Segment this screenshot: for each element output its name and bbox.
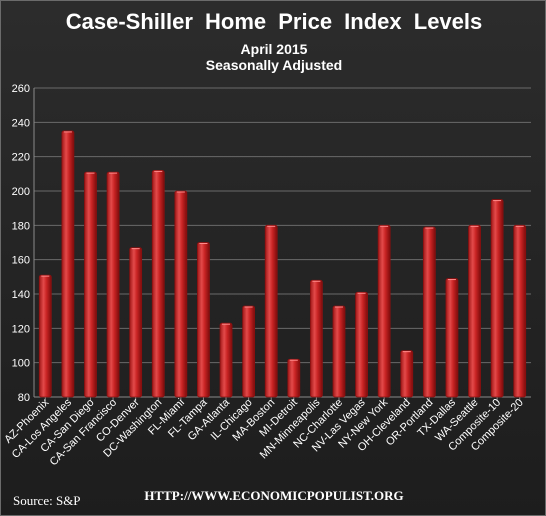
bar-tx-dallas (445, 278, 459, 398)
bar-composite-10 (490, 199, 504, 398)
y-tick-label: 180 (12, 220, 30, 232)
bar-oh-cleveland (400, 350, 414, 398)
bar-il-chicago (242, 305, 256, 398)
bar-mi-detroit (287, 358, 301, 398)
bar-co-denver (129, 247, 143, 398)
y-tick-label: 100 (12, 358, 30, 370)
y-tick-label: 80 (18, 392, 30, 404)
y-tick-label: 240 (12, 117, 30, 129)
bar-ma-boston (264, 224, 278, 398)
chart-subtitle-date: April 2015 (240, 41, 308, 57)
bar-ny-new-york (377, 224, 391, 398)
bar-mn-minneapolis (309, 279, 323, 398)
chart-title: Case-Shiller Home Price Index Levels (65, 9, 483, 34)
chart-subtitle-adjustment: Seasonally Adjusted (205, 57, 343, 73)
bar-nc-charlotte (332, 305, 346, 398)
y-tick-label: 140 (12, 289, 30, 301)
y-tick-label: 160 (12, 255, 30, 267)
bar-composite-20 (513, 224, 527, 398)
bars (38, 130, 527, 398)
bar-az-phoenix (38, 274, 52, 398)
y-tick-label: 200 (12, 186, 30, 198)
bar-fl-miami (174, 190, 188, 398)
y-tick-label: 260 (12, 83, 30, 95)
bar-dc-washington (151, 169, 165, 398)
y-tick-label: 120 (12, 323, 30, 335)
source-label: Source: S&P (13, 493, 81, 508)
bar-ca-san-francisco (106, 171, 120, 398)
bar-ga-atlanta (219, 322, 233, 398)
source-url: HTTP://WWW.ECONOMICPOPULIST.ORG (144, 488, 404, 503)
bar-ca-los-angeles (61, 130, 75, 398)
bar-or-portland (422, 226, 436, 398)
bar-nv-las-vegas (355, 291, 368, 398)
y-tick-label: 220 (12, 152, 30, 164)
bar-ca-san-diego (84, 171, 97, 398)
bar-wa-seattle (468, 224, 481, 398)
y-tick-labels: 80 100 120 140 160 180 200 220 240 260 (12, 83, 30, 404)
bar-fl-tampa (197, 242, 210, 398)
